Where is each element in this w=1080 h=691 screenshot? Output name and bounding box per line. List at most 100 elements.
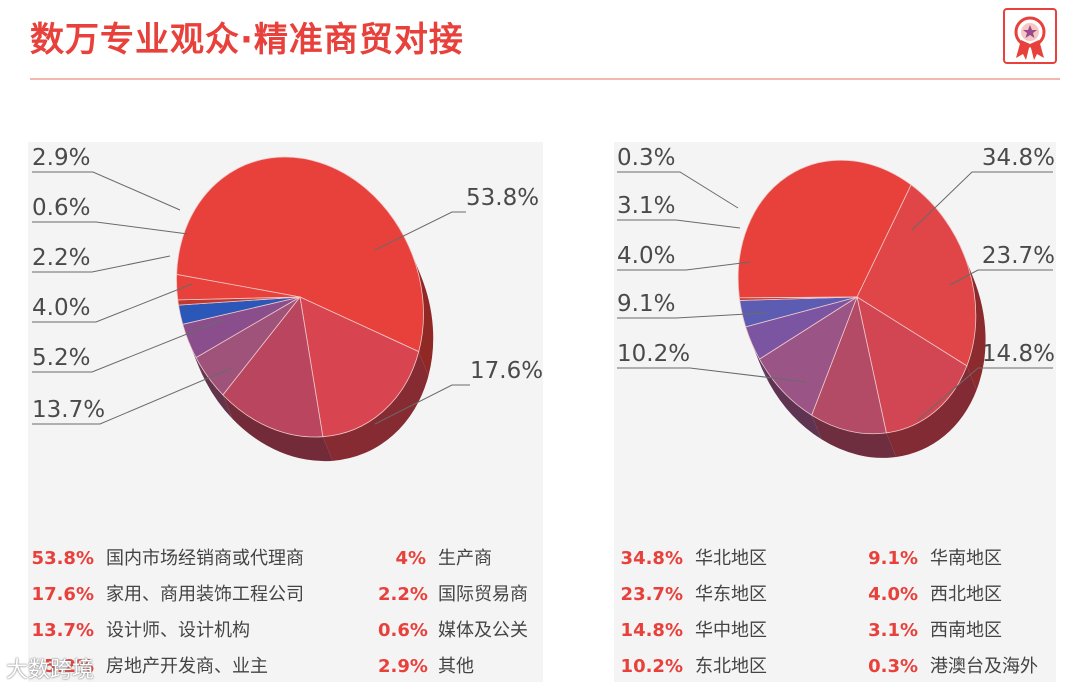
pie-slice-4 — [811, 295, 887, 435]
legend-item: 2.9% 其他 — [378, 652, 474, 678]
legend-value: 14.8% — [620, 620, 683, 641]
legend-label: 国际贸易商 — [438, 584, 528, 605]
legend-value: 10.2% — [620, 656, 683, 677]
legend-item: 53.8% 国内市场经销商或代理商 — [30, 544, 304, 570]
legend-label: 国内市场经销商或代理商 — [106, 548, 304, 569]
pie-slice-3 — [856, 296, 968, 434]
audience-type-pie: 53.8% 17.6% 13.7% 5.2% 4.0% 2.2% 0.6% 2.9% — [32, 145, 543, 462]
award-badge-icon — [1003, 8, 1057, 64]
legend-label: 设计师、设计机构 — [106, 620, 250, 641]
legend-item: 23.7% 华东地区 — [617, 580, 767, 606]
slice-label: 53.8% — [466, 185, 539, 211]
pie-top — [737, 159, 977, 435]
legend-value: 2.2% — [378, 584, 428, 605]
pie-side-segment — [322, 351, 429, 461]
legend-item: 5.2% 房地产开发商、业主 — [30, 652, 268, 678]
legend-value: 4% — [395, 548, 426, 569]
legend-label: 媒体及公关 — [438, 620, 528, 641]
legend-item: 9.1% 华南地区 — [866, 544, 1002, 570]
leader-line — [32, 221, 189, 235]
leader-line — [617, 171, 739, 209]
legend-value: 3.1% — [868, 620, 918, 641]
legend-item: 2.2% 国际贸易商 — [378, 580, 528, 606]
legend-value: 17.6% — [31, 584, 94, 605]
pie-slice-8 — [176, 273, 301, 301]
leader-line — [917, 367, 1053, 421]
leader-line — [32, 319, 223, 373]
pie-slice-2 — [299, 296, 420, 438]
slice-label: 2.2% — [32, 245, 90, 271]
slice-label: 4.0% — [617, 243, 675, 269]
leader-line — [32, 283, 193, 323]
slice-label: 17.6% — [470, 358, 543, 384]
legend-value: 2.9% — [378, 656, 428, 677]
legend-item: 34.8% 华北地区 — [617, 544, 767, 570]
pie-side-segment — [811, 415, 897, 458]
leader-line — [374, 211, 466, 251]
legend-label: 华南地区 — [930, 548, 1002, 569]
legend-item: 4% 生产商 — [378, 544, 492, 570]
leader-line — [949, 269, 1053, 286]
legend-item: 0.3% 港澳台及海外 — [866, 652, 1038, 678]
legend-value: 23.7% — [620, 584, 683, 605]
legend-label: 华北地区 — [695, 548, 767, 569]
legend-label: 港澳台及海外 — [930, 656, 1038, 677]
legend-value: 13.7% — [31, 620, 94, 641]
legend-value: 0.3% — [868, 656, 918, 677]
legend-value: 34.8% — [620, 548, 683, 569]
leader-line — [32, 255, 171, 273]
legend-item: 3.1% 西南地区 — [866, 616, 1002, 642]
legend-item: 4.0% 西北地区 — [866, 580, 1002, 606]
slice-label: 0.6% — [32, 195, 90, 221]
slice-label: 0.3% — [617, 145, 675, 171]
leader-line — [911, 171, 1053, 231]
slice-label: 14.8% — [982, 341, 1055, 367]
legend-label: 东北地区 — [695, 656, 767, 677]
legend-label: 华中地区 — [695, 620, 767, 641]
pie-slice-1 — [176, 156, 424, 353]
pie-slice-2 — [856, 184, 977, 367]
legend-value: 0.6% — [378, 620, 428, 641]
leader-line — [617, 312, 767, 319]
legend-label: 华东地区 — [695, 584, 767, 605]
pie-top — [176, 156, 424, 438]
header-divider — [30, 78, 1060, 80]
page-title: 数万专业观众·精准商贸对接 — [30, 20, 464, 60]
leader-line — [617, 367, 807, 383]
region-pie: 34.8% 23.7% 14.8% 10.2% 9.1% 4.0% 3.1% 0.3% — [617, 145, 1055, 458]
pie-side-segment — [411, 252, 434, 376]
leader-line — [32, 367, 233, 425]
slice-label: 3.1% — [617, 193, 675, 219]
legend-item: 14.8% 华中地区 — [617, 616, 767, 642]
pie-side-segment — [886, 365, 977, 458]
slice-label: 13.7% — [32, 397, 105, 423]
slice-label: 5.2% — [32, 345, 90, 371]
legend-label: 家用、商用装饰工程公司 — [106, 584, 304, 605]
pie-side-segment — [963, 253, 986, 390]
legend-label: 西北地区 — [930, 584, 1002, 605]
legend-item: 17.6% 家用、商用装饰工程公司 — [30, 580, 304, 606]
slice-label: 2.9% — [32, 145, 90, 171]
leader-line — [374, 384, 470, 425]
leader-line — [32, 171, 181, 211]
legend-item: 10.2% 东北地区 — [617, 652, 767, 678]
slice-label: 34.8% — [982, 145, 1055, 171]
legend-label: 房地产开发商、业主 — [106, 656, 268, 677]
slice-label: 4.0% — [32, 295, 90, 321]
pie-side-segment — [222, 394, 333, 462]
legend-value: 4.0% — [868, 584, 918, 605]
legend-item: 13.7% 设计师、设计机构 — [30, 616, 250, 642]
slice-label: 10.2% — [617, 341, 690, 367]
legend-value: 5.2% — [44, 656, 94, 677]
pie-slice-3 — [222, 296, 324, 438]
legend-label: 西南地区 — [930, 620, 1002, 641]
legend-item: 0.6% 媒体及公关 — [378, 616, 528, 642]
leader-line — [617, 261, 751, 271]
legend-label: 生产商 — [438, 548, 492, 569]
leader-line — [617, 219, 741, 229]
pie-slice-8 — [738, 296, 858, 301]
watermark: 大数跨境 — [6, 658, 95, 683]
slice-label: 9.1% — [617, 291, 675, 317]
pie-slice-5 — [758, 296, 858, 416]
